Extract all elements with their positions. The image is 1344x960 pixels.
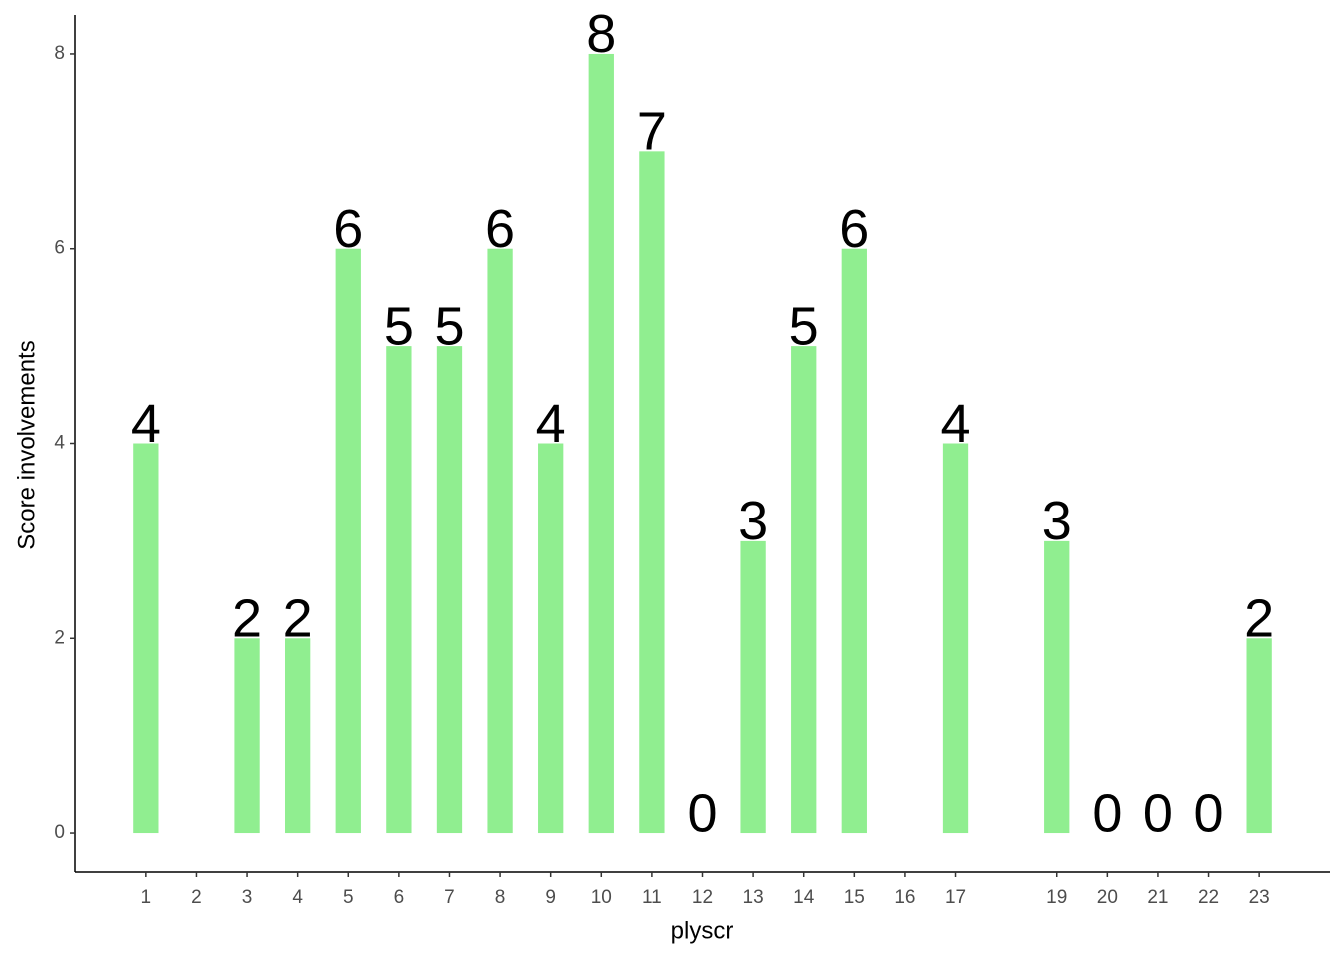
- x-tick-label: 7: [444, 887, 455, 908]
- x-tick-label: 21: [1147, 887, 1168, 908]
- x-tick-label: 15: [844, 887, 865, 908]
- value-label: 5: [434, 296, 464, 356]
- bar: [588, 53, 614, 834]
- y-axis-title: Score involvements: [13, 340, 40, 549]
- bar: [234, 638, 260, 834]
- value-label: 4: [941, 394, 971, 454]
- bar: [386, 346, 412, 834]
- value-label: 5: [789, 296, 819, 356]
- bar: [1246, 638, 1272, 834]
- x-tick-label: 14: [793, 887, 815, 908]
- bar: [487, 248, 513, 834]
- x-tick-label: 4: [292, 887, 303, 908]
- x-tick-label: 17: [945, 887, 966, 908]
- value-label: 6: [333, 199, 363, 259]
- bar: [335, 248, 361, 834]
- x-axis-title: plyscr: [671, 917, 734, 944]
- x-tick-label: 19: [1046, 887, 1067, 908]
- x-tick-label: 13: [743, 887, 764, 908]
- bar: [436, 346, 463, 834]
- value-label: 2: [1244, 589, 1274, 649]
- value-label: 4: [131, 394, 161, 454]
- x-tick-label: 3: [242, 887, 253, 908]
- y-tick-label: 2: [54, 627, 65, 648]
- bar: [639, 151, 665, 834]
- x-tick-label: 6: [394, 887, 405, 908]
- value-label: 8: [586, 4, 616, 64]
- x-tick-label: 8: [495, 887, 506, 908]
- y-tick-label: 6: [54, 238, 65, 259]
- value-label: 3: [738, 491, 768, 551]
- bar: [1044, 540, 1070, 834]
- value-label: 6: [485, 199, 515, 259]
- value-label: 2: [283, 589, 313, 649]
- y-tick-label: 8: [54, 43, 65, 64]
- x-tick-label: 5: [343, 887, 354, 908]
- value-label: 5: [384, 296, 414, 356]
- bar: [133, 443, 159, 834]
- bar: [538, 443, 564, 834]
- value-label: 0: [687, 783, 717, 843]
- bar: [285, 638, 311, 834]
- x-tick-label: 16: [894, 887, 915, 908]
- x-tick-label: 9: [545, 887, 556, 908]
- value-label: 2: [232, 589, 262, 649]
- value-label: 0: [1194, 783, 1224, 843]
- y-tick-label: 4: [54, 433, 65, 454]
- value-label: 0: [1143, 783, 1173, 843]
- x-tick-label: 12: [692, 887, 713, 908]
- x-tick-label: 10: [591, 887, 612, 908]
- x-tick-label: 22: [1198, 887, 1219, 908]
- y-tick-label: 0: [54, 822, 65, 843]
- value-label: 7: [637, 102, 667, 162]
- x-tick-label: 2: [191, 887, 202, 908]
- x-tick-label: 23: [1249, 887, 1270, 908]
- x-tick-label: 11: [642, 887, 662, 908]
- value-label: 4: [536, 394, 566, 454]
- bar: [791, 346, 817, 834]
- value-label: 0: [1092, 783, 1122, 843]
- value-label: 3: [1042, 491, 1072, 551]
- bar: [841, 248, 867, 834]
- value-label: 6: [839, 199, 869, 259]
- bar: [942, 443, 969, 834]
- x-tick-label: 20: [1097, 887, 1118, 908]
- x-tick-label: 1: [141, 887, 152, 908]
- bar: [740, 540, 766, 834]
